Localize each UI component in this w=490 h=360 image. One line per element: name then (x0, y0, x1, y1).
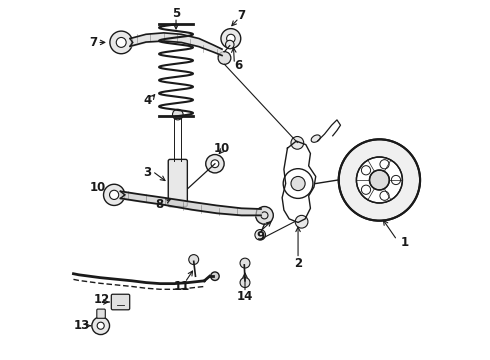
Text: 8: 8 (155, 198, 164, 211)
Circle shape (256, 207, 273, 224)
Circle shape (226, 34, 235, 43)
Circle shape (172, 195, 184, 207)
Circle shape (291, 176, 305, 190)
Ellipse shape (311, 135, 320, 142)
Circle shape (380, 159, 389, 169)
Circle shape (97, 322, 104, 329)
Circle shape (283, 169, 313, 198)
FancyBboxPatch shape (111, 294, 130, 310)
Circle shape (356, 157, 402, 203)
Circle shape (392, 175, 400, 185)
Circle shape (240, 278, 250, 288)
Circle shape (116, 37, 126, 48)
Circle shape (255, 230, 266, 240)
Circle shape (225, 40, 234, 49)
Circle shape (92, 317, 110, 334)
Circle shape (362, 166, 370, 175)
Text: 6: 6 (234, 59, 242, 72)
FancyBboxPatch shape (168, 159, 187, 207)
Text: 1: 1 (401, 236, 409, 249)
Circle shape (295, 215, 308, 228)
Text: 11: 11 (174, 280, 190, 293)
Circle shape (206, 154, 224, 173)
Text: 2: 2 (294, 257, 302, 270)
Text: 3: 3 (144, 166, 152, 179)
Text: 4: 4 (144, 94, 152, 107)
Circle shape (369, 170, 389, 190)
Circle shape (172, 109, 183, 120)
Text: 7: 7 (237, 9, 245, 22)
Circle shape (339, 139, 420, 221)
Text: 14: 14 (237, 290, 253, 303)
Text: 10: 10 (89, 181, 106, 194)
Text: 12: 12 (93, 293, 110, 306)
Circle shape (221, 29, 241, 49)
Text: 13: 13 (74, 319, 91, 332)
Circle shape (211, 160, 219, 168)
Circle shape (110, 190, 119, 199)
FancyBboxPatch shape (97, 309, 105, 318)
Circle shape (103, 184, 125, 206)
Circle shape (211, 272, 219, 280)
Circle shape (240, 258, 250, 268)
Circle shape (362, 185, 370, 194)
Circle shape (110, 31, 132, 54)
Circle shape (218, 51, 231, 64)
Text: 5: 5 (172, 6, 180, 19)
Circle shape (380, 191, 389, 201)
Text: 9: 9 (257, 230, 265, 243)
Text: 7: 7 (89, 36, 97, 49)
Circle shape (291, 136, 304, 149)
Text: 10: 10 (214, 142, 230, 155)
Circle shape (189, 255, 198, 265)
